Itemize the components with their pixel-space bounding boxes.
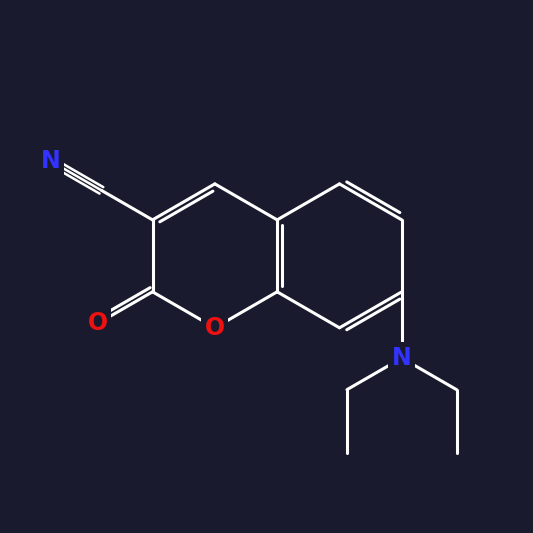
Text: N: N (41, 149, 60, 173)
Text: O: O (205, 316, 225, 340)
Text: O: O (87, 311, 108, 335)
Text: N: N (392, 346, 411, 370)
